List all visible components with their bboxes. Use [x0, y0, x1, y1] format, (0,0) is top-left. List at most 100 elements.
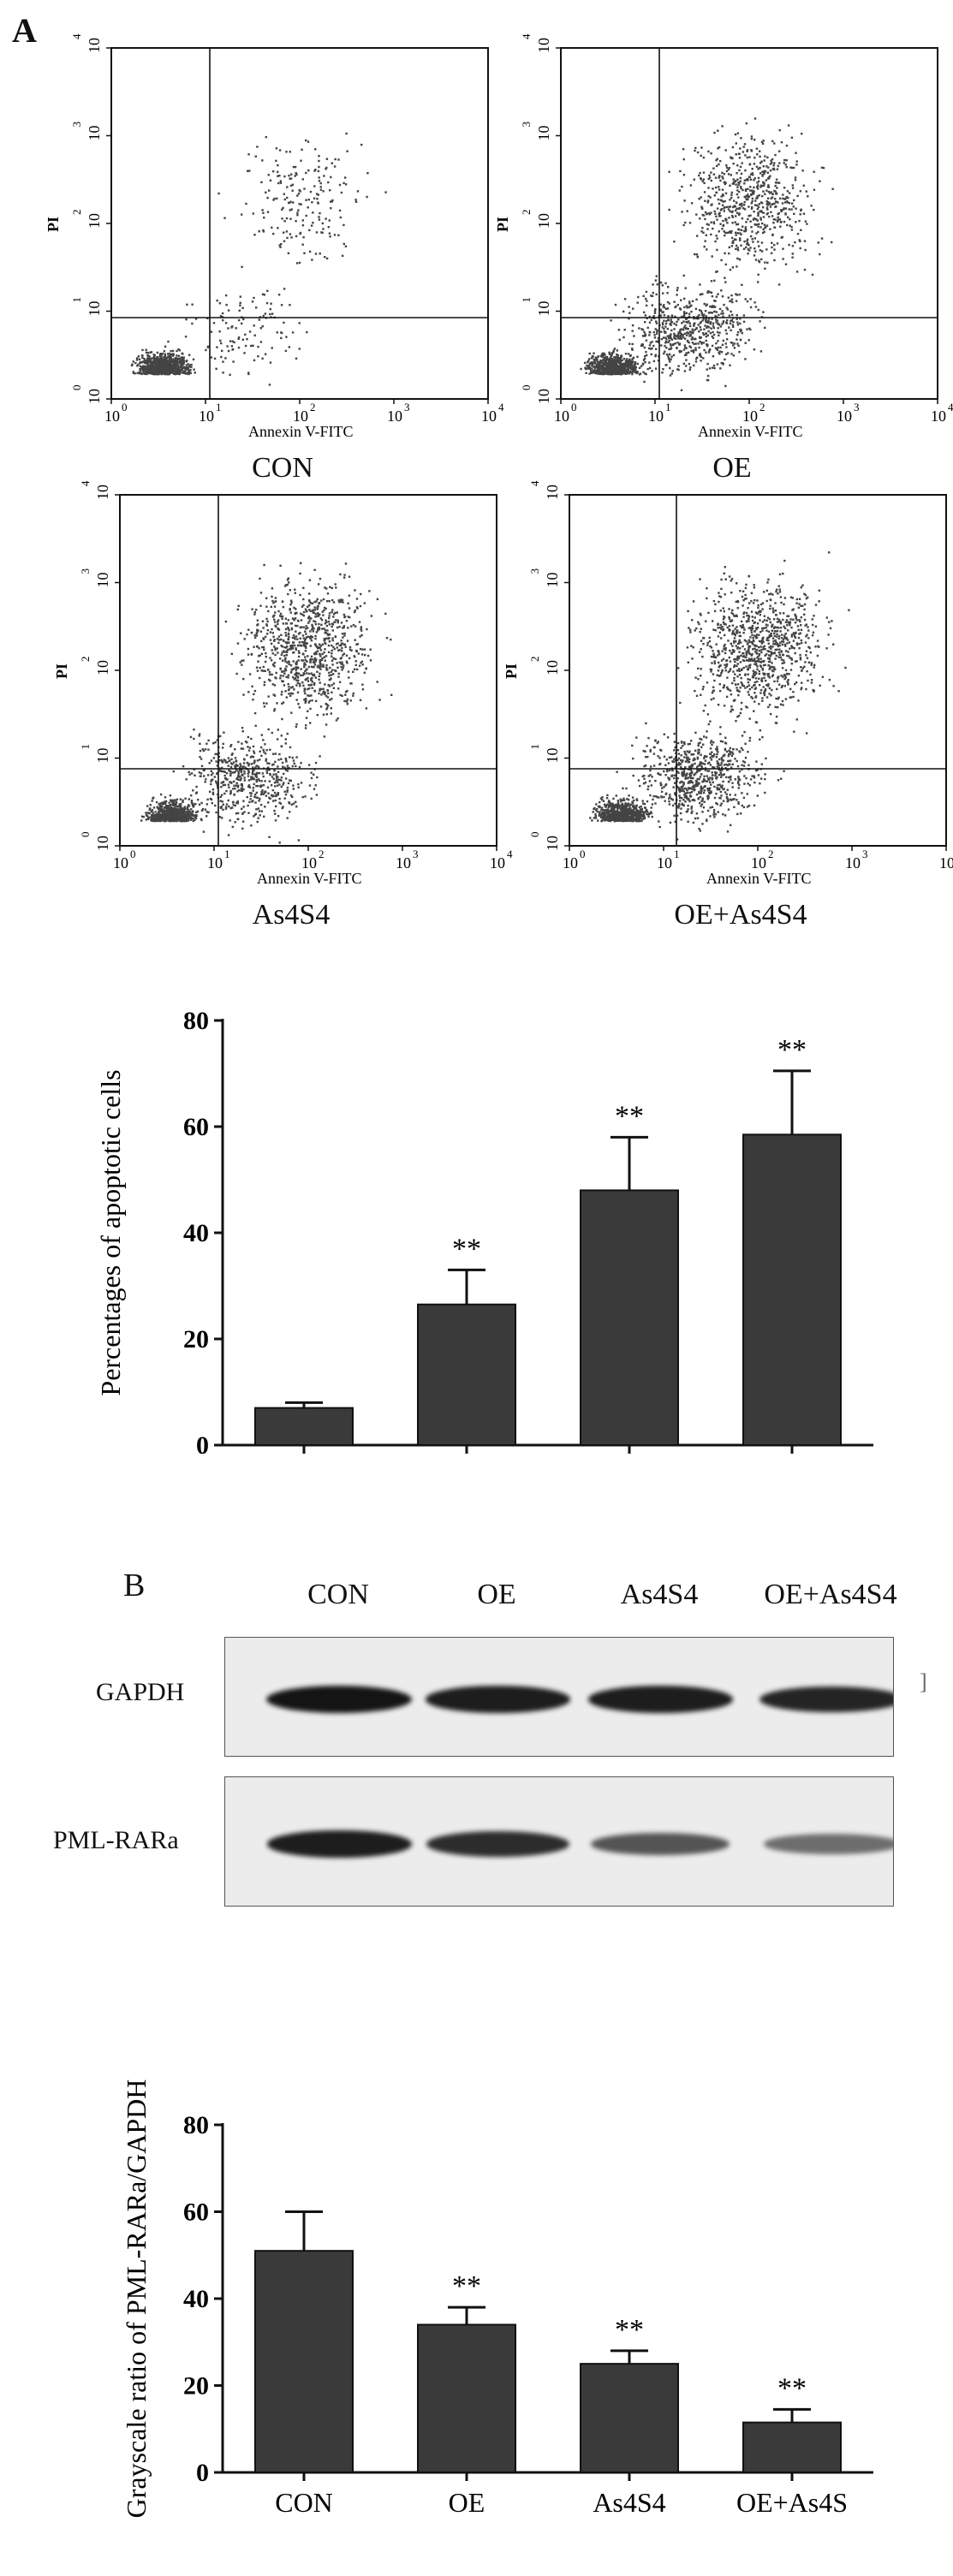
x-tick-exponent: 4 [498, 401, 504, 413]
x-tick-label: 10 [207, 854, 223, 872]
x-tick-label: 10 [837, 408, 852, 425]
bar [743, 2423, 841, 2472]
y-tick-label: 0 [196, 2459, 209, 2487]
significance-marker: ** [777, 1034, 807, 1066]
blot-band [266, 1686, 412, 1713]
y-tick-label: 40 [183, 2285, 209, 2313]
blot-lane-label: OE+As4S4 [732, 1579, 929, 1611]
y-tick-label: 10 [544, 748, 561, 764]
flow-dots [589, 551, 850, 841]
y-axis-title: Percentages of apoptotic cells [95, 1069, 126, 1395]
x-tick-label: OE+As4S4 [730, 1460, 855, 1464]
x-tick-exponent: 1 [216, 401, 222, 413]
y-tick-label: 20 [183, 1325, 209, 1353]
flow-dots [131, 133, 387, 386]
x-tick-label: 10 [845, 854, 861, 872]
y-tick-label: 60 [183, 2198, 209, 2227]
y-tick-label: 10 [535, 38, 552, 53]
panel-b-label: B [123, 1567, 145, 1604]
x-tick-label: 10 [648, 408, 664, 425]
x-tick-exponent: 3 [862, 848, 868, 860]
x-tick-exponent: 0 [130, 848, 136, 860]
x-tick-exponent: 4 [948, 401, 953, 413]
blot-band [588, 1686, 733, 1712]
y-tick-exponent: 2 [528, 657, 541, 663]
y-tick-label: 10 [535, 126, 552, 141]
flow-plot-caption: As4S4 [163, 899, 420, 931]
blot-row-label: GAPDH [96, 1678, 184, 1707]
x-tick-label: 10 [751, 854, 766, 872]
y-tick-exponent: 3 [70, 122, 83, 128]
x-tick-label: 10 [554, 408, 569, 425]
y-tick-exponent: 3 [528, 568, 541, 574]
y-tick-label: 10 [86, 38, 103, 53]
x-tick-exponent: 0 [571, 401, 577, 413]
y-tick-exponent: 0 [70, 385, 83, 391]
blot-band [764, 1834, 895, 1853]
y-axis-title: PI [45, 217, 62, 232]
x-tick-label: OE [449, 1460, 485, 1464]
flow-plot-caption: OE [604, 452, 861, 485]
y-axis-title: Grayscale ratio of PML-RARa/GAPDH [121, 2079, 152, 2519]
y-axis-title: PI [503, 663, 520, 679]
x-tick-label: CON [275, 1460, 333, 1464]
y-tick-exponent: 3 [79, 568, 92, 574]
y-tick-exponent: 2 [520, 210, 533, 216]
y-tick-label: 10 [544, 573, 561, 588]
y-tick-label: 10 [86, 301, 103, 317]
y-tick-exponent: 0 [79, 832, 92, 838]
y-tick-exponent: 0 [528, 832, 541, 838]
bar [255, 2251, 353, 2472]
y-tick-label: 10 [544, 836, 561, 851]
x-axis-title: Annexin V-FITC [248, 423, 354, 440]
y-tick-label: 10 [86, 389, 103, 404]
y-tick-exponent: 1 [70, 297, 83, 303]
x-tick-exponent: 2 [759, 401, 765, 413]
y-tick-label: 10 [94, 485, 111, 500]
y-tick-exponent: 4 [528, 480, 541, 486]
y-tick-label: 80 [183, 2111, 209, 2139]
x-tick-exponent: 0 [122, 401, 128, 413]
y-tick-exponent: 2 [79, 657, 92, 663]
x-tick-exponent: 2 [768, 848, 774, 860]
blot-band [267, 1830, 412, 1857]
x-tick-exponent: 1 [224, 848, 230, 860]
bar [418, 1305, 515, 1445]
x-tick-label: 10 [657, 854, 672, 872]
x-tick-label: 10 [939, 854, 953, 872]
y-tick-exponent: 1 [79, 744, 92, 750]
bar [743, 1134, 841, 1445]
y-tick-label: 80 [183, 1007, 209, 1035]
x-tick-label: CON [275, 2487, 333, 2518]
significance-marker: ** [615, 2314, 644, 2346]
y-tick-label: 0 [196, 1431, 209, 1460]
x-tick-exponent: 3 [854, 401, 860, 413]
y-tick-label: 10 [535, 301, 552, 317]
x-tick-label: As4S4 [593, 1460, 665, 1464]
blot-strip [224, 1776, 894, 1907]
y-tick-exponent: 3 [520, 122, 533, 128]
y-tick-label: 10 [86, 213, 103, 229]
blot-band [426, 1831, 569, 1857]
x-tick-label: 10 [104, 408, 120, 425]
x-tick-label: OE+As4S [736, 2487, 848, 2518]
x-tick-label: 10 [293, 408, 308, 425]
blot-band [759, 1687, 894, 1712]
x-tick-exponent: 2 [310, 401, 316, 413]
y-tick-exponent: 4 [520, 33, 533, 39]
significance-marker: ** [615, 1100, 644, 1132]
y-tick-label: 10 [535, 389, 552, 404]
x-tick-exponent: 1 [674, 848, 680, 860]
x-axis-title: Annexin V-FITC [698, 423, 803, 440]
y-tick-label: 10 [535, 213, 552, 229]
blot-strip [224, 1637, 894, 1757]
x-tick-exponent: 2 [319, 848, 325, 860]
flow-dots [140, 562, 392, 844]
